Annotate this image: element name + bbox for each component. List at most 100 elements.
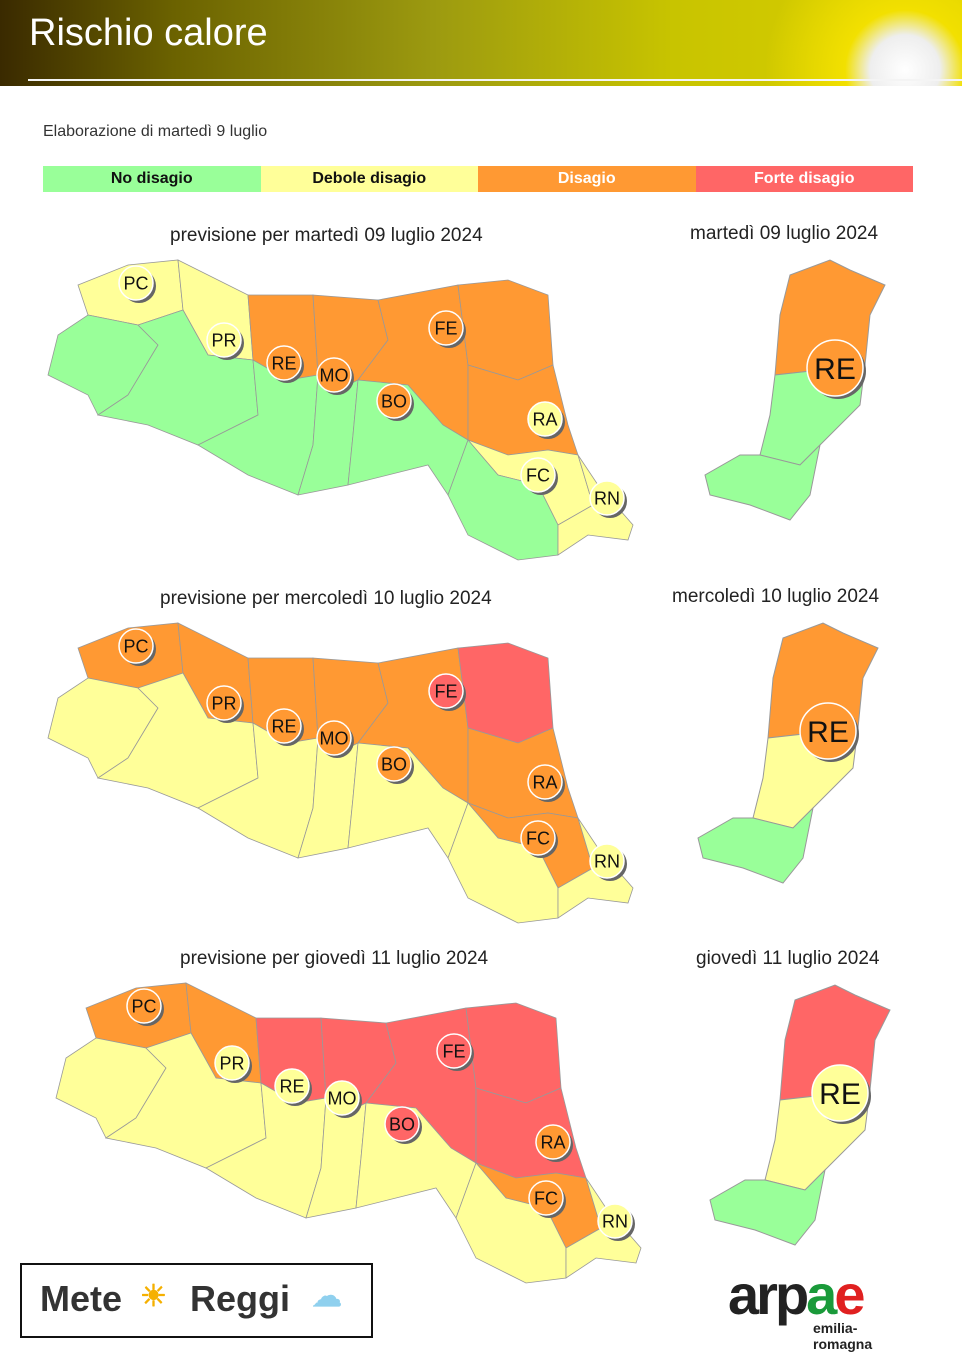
province-badge-ra: RA bbox=[527, 401, 565, 439]
risk-legend: No disagio Debole disagio Disagio Forte … bbox=[43, 166, 913, 192]
logo-text-meteo: Mete bbox=[40, 1278, 123, 1319]
badge-label: FC bbox=[526, 465, 550, 485]
badge-circle bbox=[266, 345, 302, 381]
badge-label: RE bbox=[819, 1078, 861, 1111]
cloud-sun-icon: ☁ bbox=[312, 1280, 342, 1313]
badge-circle bbox=[118, 628, 154, 664]
badge-circle bbox=[527, 401, 563, 437]
badge-circle bbox=[376, 746, 412, 782]
province-badge-re: RE bbox=[274, 1068, 312, 1106]
badge-circle bbox=[436, 1033, 472, 1069]
sun-icon: ☀ bbox=[140, 1280, 167, 1313]
province-badge-mo: MO bbox=[316, 720, 354, 758]
reggio-detail-map-day1: RE bbox=[704, 259, 886, 521]
badge-label: PC bbox=[131, 996, 156, 1016]
arpae-logo: arpae emilia-romagna bbox=[728, 1262, 872, 1352]
header-banner: Rischio calore bbox=[0, 0, 962, 86]
detail-zone-north bbox=[774, 259, 886, 376]
badge-circle bbox=[376, 383, 412, 419]
badge-label: RA bbox=[532, 409, 557, 429]
badge-label: RE bbox=[271, 716, 296, 736]
province-badge-fe: FE bbox=[428, 310, 466, 348]
province-badge-ra: RA bbox=[535, 1124, 573, 1162]
detail-badge-re: RE bbox=[811, 1064, 871, 1124]
zone-fe bbox=[457, 279, 554, 381]
detail-zone-north bbox=[779, 984, 891, 1101]
detail-zone-mountain bbox=[709, 1168, 826, 1246]
province-badge-ra: RA bbox=[527, 764, 565, 802]
zone-ra bbox=[475, 1087, 587, 1179]
province-badge-re: RE bbox=[266, 708, 304, 746]
badge-circle bbox=[384, 1106, 420, 1142]
legend-disagio: Disagio bbox=[478, 166, 696, 192]
province-badge-mo: MO bbox=[324, 1080, 362, 1118]
province-badge-rn: RN bbox=[589, 843, 627, 881]
badge-label: RE bbox=[271, 353, 296, 373]
badge-label: RA bbox=[532, 772, 557, 792]
province-badge-pr: PR bbox=[206, 322, 244, 360]
province-badge-fe: FE bbox=[428, 673, 466, 711]
badge-circle bbox=[597, 1203, 633, 1239]
logo-text-reggio: Reggi bbox=[190, 1278, 291, 1319]
badge-circle bbox=[266, 708, 302, 744]
province-badge-fc: FC bbox=[528, 1180, 566, 1218]
badge-label: RE bbox=[807, 716, 849, 749]
badge-label: PR bbox=[211, 693, 236, 713]
badge-label: RN bbox=[602, 1211, 628, 1231]
badge-label: FE bbox=[434, 681, 457, 701]
detail-zone-north bbox=[767, 622, 879, 739]
province-badge-fe: FE bbox=[436, 1033, 474, 1071]
detail-zone-mountain bbox=[697, 806, 814, 884]
badge-label: PR bbox=[219, 1053, 244, 1073]
badge-circle bbox=[535, 1124, 571, 1160]
badge-label: MO bbox=[328, 1088, 357, 1108]
arpae-wordmark: arpae bbox=[728, 1263, 865, 1326]
badge-circle bbox=[274, 1068, 310, 1104]
badge-circle bbox=[324, 1080, 360, 1116]
badge-circle bbox=[206, 322, 242, 358]
province-badge-pr: PR bbox=[214, 1045, 252, 1083]
header-divider bbox=[28, 79, 962, 81]
province-badge-pr: PR bbox=[206, 685, 244, 723]
badge-label: RA bbox=[540, 1132, 565, 1152]
badge-label: FC bbox=[534, 1188, 558, 1208]
zone-pr-s bbox=[104, 1032, 267, 1169]
province-badge-pc: PC bbox=[118, 628, 156, 666]
province-badge-bo: BO bbox=[376, 746, 414, 784]
province-badge-rn: RN bbox=[597, 1203, 635, 1241]
detail-badge-re: RE bbox=[799, 702, 859, 762]
badge-circle bbox=[799, 702, 857, 760]
badge-circle bbox=[214, 1045, 250, 1081]
map-title-day2: previsione per mercoledì 10 luglio 2024 bbox=[160, 588, 492, 609]
region-map-day2: PC PR RE MO BO FE RA FC RN bbox=[47, 622, 634, 924]
detail-title-day3: giovedì 11 luglio 2024 bbox=[696, 948, 880, 969]
badge-circle bbox=[520, 457, 556, 493]
badge-label: FE bbox=[442, 1041, 465, 1061]
reggio-detail-map-day2: RE bbox=[697, 622, 879, 884]
zone-pr-s bbox=[96, 309, 259, 446]
province-badge-pc: PC bbox=[126, 988, 164, 1026]
province-badge-bo: BO bbox=[384, 1106, 422, 1144]
badge-circle bbox=[316, 720, 352, 756]
badge-circle bbox=[206, 685, 242, 721]
region-map-day1: PC PR RE MO BO FE RA FC RN bbox=[47, 259, 634, 561]
badge-label: FE bbox=[434, 318, 457, 338]
province-badge-fc: FC bbox=[520, 820, 558, 858]
badge-label: BO bbox=[381, 391, 407, 411]
meteo-reggio-logo: Mete ☀ Reggi ☁ bbox=[20, 1263, 373, 1338]
region-map-day3: PC PR RE MO BO FE RA FC RN bbox=[55, 982, 642, 1284]
badge-circle bbox=[520, 820, 556, 856]
badge-circle bbox=[527, 764, 563, 800]
page-title: Rischio calore bbox=[29, 12, 268, 54]
legend-no-disagio: No disagio bbox=[43, 166, 261, 192]
badge-label: RE bbox=[814, 353, 856, 386]
badge-label: BO bbox=[381, 754, 407, 774]
province-badge-bo: BO bbox=[376, 383, 414, 421]
zone-pr-s bbox=[96, 672, 259, 809]
zone-ra bbox=[467, 727, 579, 819]
zone-fe bbox=[465, 1002, 562, 1104]
province-badge-pc: PC bbox=[118, 265, 156, 303]
reggio-detail-map-day3: RE bbox=[709, 984, 891, 1246]
detail-title-day1: martedì 09 luglio 2024 bbox=[690, 223, 879, 244]
